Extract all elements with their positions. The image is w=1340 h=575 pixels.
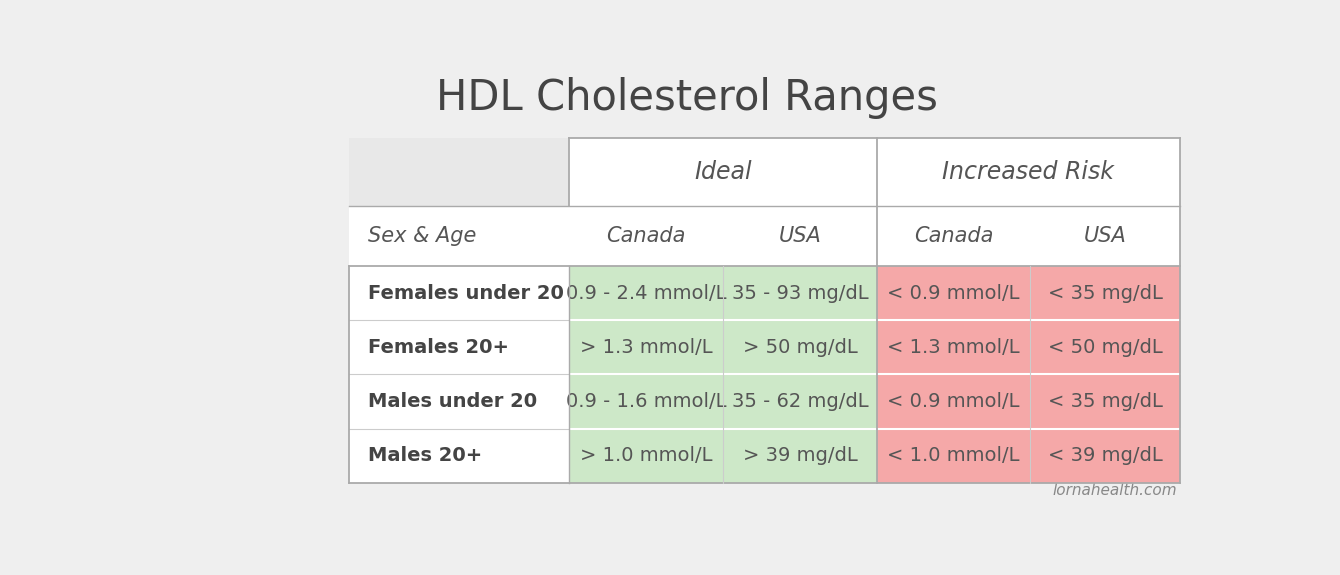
- Text: 0.9 - 2.4 mmol/L: 0.9 - 2.4 mmol/L: [565, 283, 726, 302]
- Text: Males 20+: Males 20+: [369, 446, 482, 465]
- Text: Canada: Canada: [607, 226, 686, 246]
- Text: < 50 mg/dL: < 50 mg/dL: [1048, 338, 1163, 357]
- Text: < 1.3 mmol/L: < 1.3 mmol/L: [887, 338, 1020, 357]
- Bar: [350, 266, 570, 320]
- Text: < 0.9 mmol/L: < 0.9 mmol/L: [887, 392, 1020, 411]
- Text: Increased Risk: Increased Risk: [942, 160, 1115, 184]
- Bar: [350, 374, 570, 429]
- Bar: [350, 320, 570, 374]
- Text: < 35 mg/dL: < 35 mg/dL: [1048, 392, 1163, 411]
- Text: USA: USA: [779, 226, 821, 246]
- Bar: [350, 206, 1181, 266]
- Bar: [570, 374, 876, 429]
- Bar: [876, 320, 1181, 374]
- Text: USA: USA: [1084, 226, 1127, 246]
- Bar: [570, 320, 876, 374]
- Bar: [570, 137, 876, 206]
- Bar: [350, 429, 570, 483]
- Text: < 39 mg/dL: < 39 mg/dL: [1048, 446, 1163, 465]
- Text: Canada: Canada: [914, 226, 993, 246]
- Text: < 35 mg/dL: < 35 mg/dL: [1048, 283, 1163, 302]
- Bar: [876, 374, 1181, 429]
- Text: Females under 20: Females under 20: [369, 283, 564, 302]
- Text: Ideal: Ideal: [694, 160, 752, 184]
- Text: < 1.0 mmol/L: < 1.0 mmol/L: [887, 446, 1020, 465]
- Text: 0.9 - 1.6 mmol/L: 0.9 - 1.6 mmol/L: [565, 392, 726, 411]
- Text: 35 - 62 mg/dL: 35 - 62 mg/dL: [732, 392, 868, 411]
- Bar: [350, 137, 570, 206]
- Text: 35 - 93 mg/dL: 35 - 93 mg/dL: [732, 283, 868, 302]
- Bar: [876, 137, 1181, 206]
- Text: HDL Cholesterol Ranges: HDL Cholesterol Ranges: [436, 77, 938, 119]
- Bar: [570, 429, 876, 483]
- Text: Sex & Age: Sex & Age: [369, 226, 476, 246]
- Text: lornahealth.com: lornahealth.com: [1052, 484, 1177, 499]
- Bar: [876, 429, 1181, 483]
- Text: > 1.0 mmol/L: > 1.0 mmol/L: [580, 446, 713, 465]
- Text: > 39 mg/dL: > 39 mg/dL: [742, 446, 858, 465]
- Text: Females 20+: Females 20+: [369, 338, 509, 357]
- Text: > 50 mg/dL: > 50 mg/dL: [742, 338, 858, 357]
- Bar: [570, 266, 876, 320]
- Text: > 1.3 mmol/L: > 1.3 mmol/L: [580, 338, 713, 357]
- Text: Males under 20: Males under 20: [369, 392, 537, 411]
- Text: < 0.9 mmol/L: < 0.9 mmol/L: [887, 283, 1020, 302]
- Bar: [876, 266, 1181, 320]
